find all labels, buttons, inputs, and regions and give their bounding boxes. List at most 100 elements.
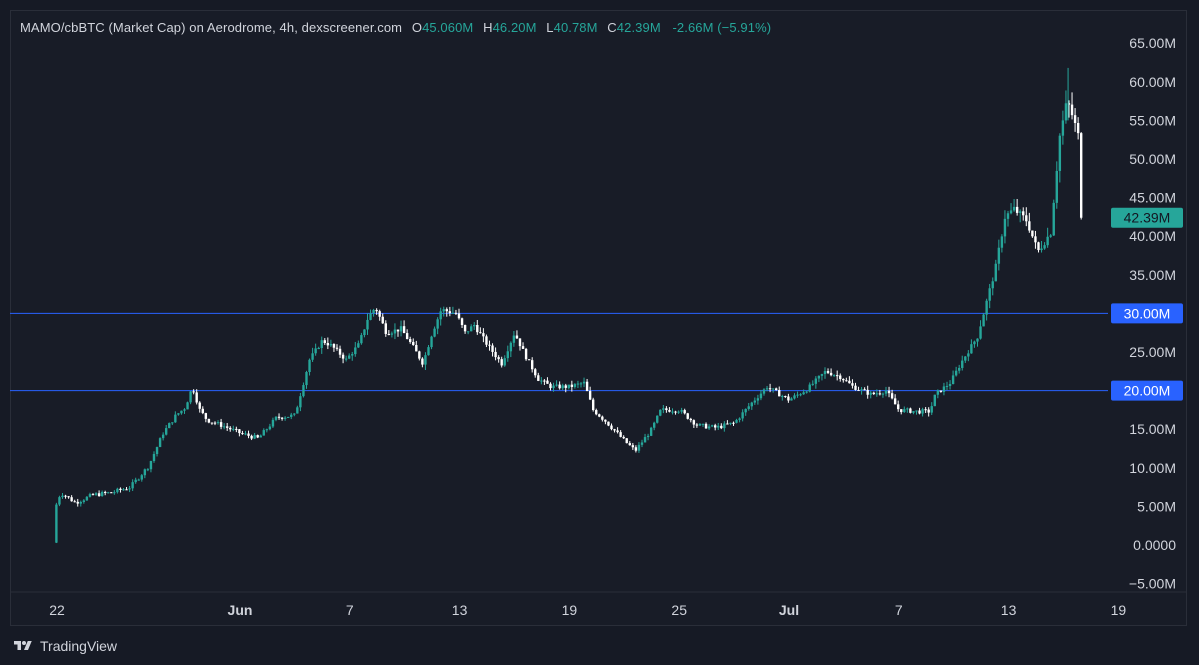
candle-body [195, 392, 198, 403]
candle-body [222, 426, 226, 428]
candle-body [814, 378, 818, 384]
symbol-title: MAMO/cbBTC (Market Cap) on Aerodrome, 4h… [20, 20, 403, 35]
candle-body [119, 488, 122, 491]
candle-body [161, 434, 165, 439]
candle-body [793, 395, 796, 399]
candle-body [869, 392, 872, 395]
candle-body [91, 494, 95, 496]
candle-body [784, 396, 787, 398]
candle-body [94, 493, 98, 495]
candle-body [265, 429, 269, 431]
candle-body [466, 331, 470, 333]
candle-body [720, 425, 723, 429]
candle-body [125, 489, 128, 491]
candle-body [201, 408, 204, 414]
candle-body [729, 422, 732, 424]
plot-area[interactable] [10, 10, 1187, 626]
candle-body [390, 333, 394, 335]
candle-body [884, 390, 888, 394]
candle-body [713, 425, 717, 428]
candle-body [863, 389, 866, 391]
candle-body [375, 309, 378, 312]
close-label: C [607, 20, 617, 35]
candle-body [79, 501, 82, 504]
low-value: 40.78M [553, 20, 598, 35]
x-tick-label: 13 [1001, 602, 1017, 618]
candle-body [957, 367, 961, 371]
candle-body [506, 351, 509, 359]
candle-body [945, 385, 949, 387]
candle-body [1058, 135, 1062, 171]
candle-body [738, 418, 741, 420]
candle-body [445, 309, 448, 312]
candle-body [912, 411, 915, 413]
candle-body [250, 435, 253, 439]
candle-body [976, 338, 979, 342]
candle-body [951, 375, 955, 384]
candle-body [1061, 120, 1065, 136]
candle-body [259, 435, 262, 438]
hline-price-label: 20.00M [1124, 383, 1171, 399]
candle-body [756, 398, 760, 401]
candle-body [277, 416, 281, 418]
candle-body [881, 393, 885, 395]
candle-body [110, 492, 113, 494]
candle-body [128, 488, 131, 490]
candle-body [579, 383, 583, 385]
candle-body [463, 325, 467, 332]
candle-body [619, 432, 622, 437]
candle-body [906, 408, 909, 410]
candle-body [564, 385, 567, 388]
candle-body [735, 419, 738, 423]
candle-body [405, 333, 409, 340]
candle-body [326, 342, 330, 346]
candle-body [1003, 218, 1007, 237]
candle-body [229, 427, 232, 430]
candle-body [909, 408, 912, 413]
candle-body [369, 313, 372, 320]
candle-body [643, 437, 647, 443]
candle-body [762, 389, 766, 394]
candle-body [302, 385, 305, 397]
candle-body [308, 359, 311, 373]
candle-body [448, 311, 452, 314]
candle-body [631, 445, 635, 448]
candle-body [280, 417, 284, 419]
candle-body [73, 501, 76, 503]
candle-body [180, 410, 183, 414]
candle-body [134, 479, 137, 483]
candle-body [100, 491, 104, 497]
candle-body [549, 383, 552, 389]
candle-body [689, 418, 692, 421]
candle-body [1028, 221, 1031, 231]
candle-body [299, 396, 302, 408]
candle-body [686, 413, 689, 419]
candle-body [872, 392, 875, 395]
candle-body [970, 344, 973, 354]
candle-body [610, 425, 613, 430]
candle-body [939, 390, 943, 392]
candle-body [232, 428, 235, 430]
candle-body [646, 435, 650, 438]
candle-body [637, 444, 641, 451]
candle-body [671, 411, 674, 413]
footer[interactable]: TradingView [12, 636, 117, 656]
candle-body [555, 384, 558, 386]
candle-body [842, 378, 845, 381]
candle-body [802, 392, 805, 395]
open-label: O [411, 20, 423, 35]
y-tick-label: 65.00M [1129, 35, 1176, 51]
candle-body [649, 427, 653, 436]
candle-body [921, 409, 924, 414]
candle-body [1012, 206, 1016, 211]
candle-body [427, 347, 430, 356]
hline-price-label: 30.00M [1124, 305, 1171, 321]
candle-body [424, 355, 427, 365]
x-tick-label: 7 [895, 602, 903, 618]
candle-body [1046, 236, 1049, 246]
y-tick-label: 0.0000 [1133, 537, 1176, 553]
candle-body [866, 389, 869, 395]
candle-body [473, 324, 476, 327]
candle-body [680, 410, 683, 412]
